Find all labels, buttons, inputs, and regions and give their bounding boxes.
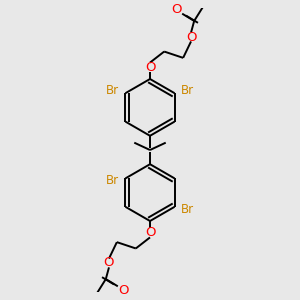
- Text: O: O: [118, 284, 128, 297]
- Text: O: O: [104, 256, 114, 269]
- Text: O: O: [186, 31, 196, 44]
- Text: O: O: [145, 61, 155, 74]
- Text: Br: Br: [106, 84, 119, 97]
- Text: Br: Br: [181, 203, 194, 216]
- Text: O: O: [172, 3, 182, 16]
- Text: Br: Br: [106, 174, 119, 188]
- Text: O: O: [145, 226, 155, 239]
- Text: Br: Br: [181, 84, 194, 97]
